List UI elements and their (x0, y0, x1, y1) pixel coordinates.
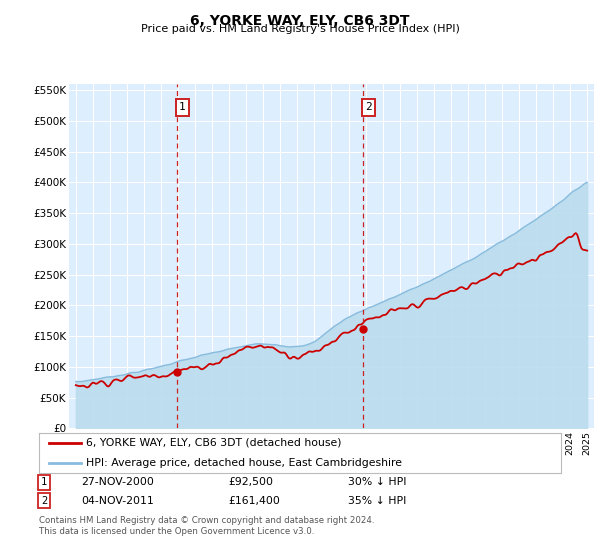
Text: 35% ↓ HPI: 35% ↓ HPI (348, 496, 406, 506)
Text: 6, YORKE WAY, ELY, CB6 3DT: 6, YORKE WAY, ELY, CB6 3DT (190, 14, 410, 28)
Text: 1: 1 (41, 477, 47, 487)
Text: Contains HM Land Registry data © Crown copyright and database right 2024.
This d: Contains HM Land Registry data © Crown c… (39, 516, 374, 536)
Text: 2: 2 (365, 102, 372, 113)
Text: HPI: Average price, detached house, East Cambridgeshire: HPI: Average price, detached house, East… (86, 458, 402, 468)
Text: 27-NOV-2000: 27-NOV-2000 (81, 477, 154, 487)
Text: £161,400: £161,400 (228, 496, 280, 506)
Text: 1: 1 (179, 102, 186, 113)
Text: Price paid vs. HM Land Registry's House Price Index (HPI): Price paid vs. HM Land Registry's House … (140, 24, 460, 34)
Text: 04-NOV-2011: 04-NOV-2011 (81, 496, 154, 506)
Text: 2: 2 (41, 496, 47, 506)
Text: £92,500: £92,500 (228, 477, 273, 487)
Text: 30% ↓ HPI: 30% ↓ HPI (348, 477, 407, 487)
Text: 6, YORKE WAY, ELY, CB6 3DT (detached house): 6, YORKE WAY, ELY, CB6 3DT (detached hou… (86, 438, 341, 448)
